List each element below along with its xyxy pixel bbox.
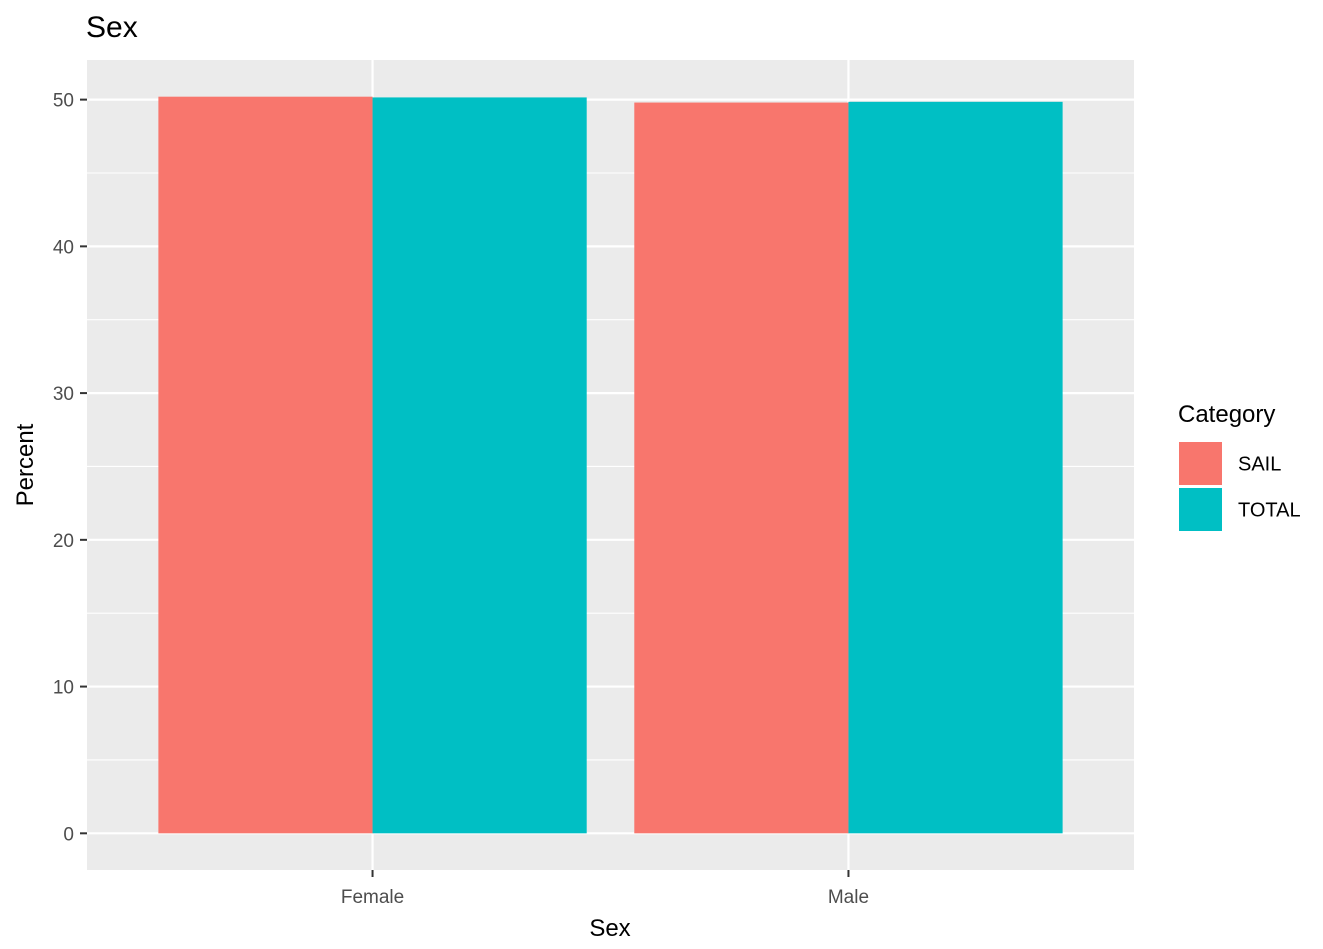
bar — [372, 97, 587, 834]
x-axis-title: Sex — [589, 915, 630, 942]
x-axis: Female Male — [341, 870, 869, 908]
y-tick-label: 50 — [53, 91, 74, 112]
legend-label: SAIL — [1238, 454, 1281, 476]
y-axis: 0 10 20 30 40 50 — [53, 91, 87, 845]
legend-label: TOTAL — [1238, 500, 1301, 522]
bars — [158, 96, 1063, 834]
y-tick-label: 10 — [53, 678, 74, 699]
bar — [848, 101, 1063, 834]
x-tick-label: Male — [828, 887, 869, 908]
bar — [634, 102, 849, 834]
y-tick-label: 20 — [53, 531, 74, 552]
bar — [158, 96, 373, 834]
y-tick-label: 40 — [53, 237, 74, 258]
y-tick-label: 0 — [63, 824, 74, 845]
x-tick-label: Female — [341, 887, 404, 908]
legend: Category SAIL TOTAL — [1178, 401, 1301, 531]
y-tick-label: 30 — [53, 384, 74, 405]
y-axis-title: Percent — [12, 423, 39, 506]
legend-key — [1179, 488, 1222, 531]
legend-title: Category — [1178, 401, 1275, 428]
legend-key — [1179, 442, 1222, 485]
chart-title: Sex — [86, 11, 138, 44]
